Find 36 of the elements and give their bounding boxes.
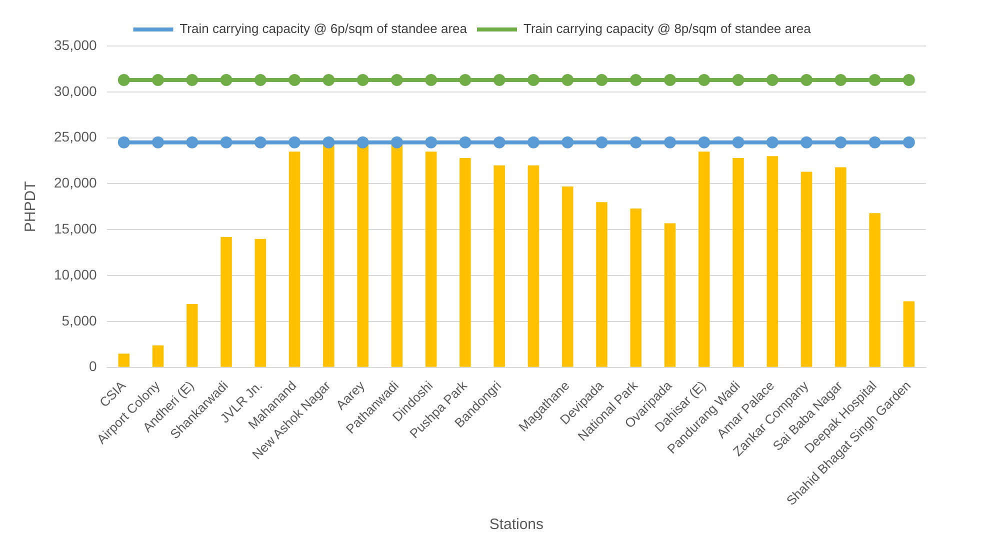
bar [425, 152, 437, 367]
y-tick-label: 30,000 [54, 82, 98, 99]
legend-label: Train carrying capacity @ 8p/sqm of standee area [524, 21, 812, 36]
bar [562, 186, 574, 367]
bar [254, 238, 266, 367]
y-tick-label: 15,000 [54, 220, 98, 237]
bar [118, 354, 130, 367]
bar [186, 304, 198, 367]
y-tick-label: 20,000 [54, 174, 98, 191]
y-tick-label: 25,000 [54, 128, 98, 145]
bar [288, 152, 300, 367]
bar [835, 167, 846, 367]
bar [391, 144, 403, 367]
bar [596, 202, 608, 367]
y-tick-label: 10,000 [54, 266, 98, 282]
legend-label: Train carrying capacity @ 6p/sqm of standee area [180, 21, 468, 36]
y-axis-title: PHPDT [22, 181, 40, 232]
bar [800, 172, 812, 367]
bar [664, 223, 676, 367]
bar [220, 236, 232, 367]
y-tick-label: 5,000 [62, 312, 98, 328]
bar [152, 345, 164, 367]
bar [494, 165, 505, 367]
bar [528, 165, 540, 367]
x-axis-title: Stations [489, 516, 544, 534]
bar [732, 158, 744, 367]
bar [630, 208, 642, 367]
bar [323, 144, 334, 367]
bar [357, 144, 368, 367]
bar [766, 156, 778, 367]
bar [869, 213, 880, 367]
bar [460, 158, 471, 367]
bar [698, 152, 710, 367]
y-tick-label: 0 [89, 358, 98, 374]
y-tick-label: 35,000 [54, 36, 98, 53]
bar [903, 301, 915, 367]
